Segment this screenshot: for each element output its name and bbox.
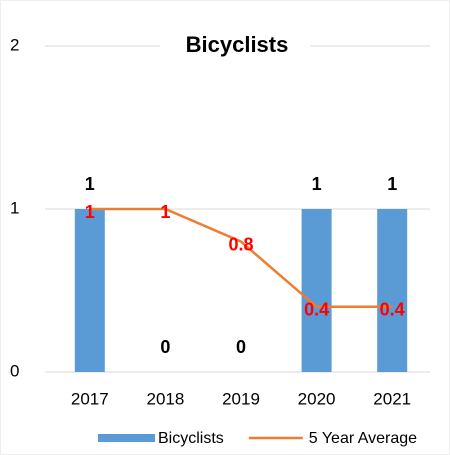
y-tick-label: 0 bbox=[10, 361, 19, 380]
x-tick-label: 2021 bbox=[373, 389, 411, 408]
data-label: 1 bbox=[312, 174, 322, 194]
y-tick-label: 1 bbox=[10, 198, 19, 217]
data-label: 0 bbox=[236, 337, 246, 357]
x-tick-label: 2020 bbox=[298, 389, 336, 408]
bar bbox=[74, 209, 105, 372]
data-label: 0.8 bbox=[228, 234, 253, 254]
y-tick-label: 2 bbox=[10, 35, 19, 54]
data-label: 1 bbox=[387, 174, 397, 194]
x-tick-label: 2019 bbox=[222, 389, 260, 408]
data-label: 0.4 bbox=[304, 300, 329, 320]
legend-label: 5 Year Average bbox=[309, 430, 417, 447]
data-label: 0.4 bbox=[380, 300, 405, 320]
chart-title: Bicyclists bbox=[186, 32, 289, 57]
data-label: 1 bbox=[160, 202, 170, 222]
line bbox=[89, 207, 393, 309]
data-label: 1 bbox=[85, 174, 95, 194]
data-label: 1 bbox=[85, 202, 95, 222]
bar bbox=[377, 209, 408, 372]
bar bbox=[301, 209, 332, 372]
x-tick-label: 2018 bbox=[146, 389, 184, 408]
title-backdrop bbox=[160, 30, 310, 62]
data-label: 0 bbox=[160, 337, 170, 357]
legend-swatch bbox=[98, 434, 155, 442]
x-tick-label: 2017 bbox=[71, 389, 109, 408]
legend-label: Bicyclists bbox=[158, 430, 224, 447]
